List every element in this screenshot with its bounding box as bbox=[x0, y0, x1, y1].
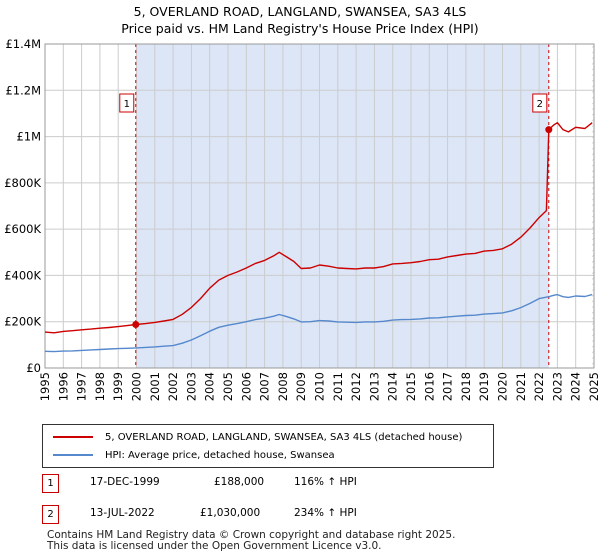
x-tick-label: 2000 bbox=[130, 372, 144, 401]
transaction-price: £1,030,000 bbox=[200, 507, 261, 519]
x-tick-label: 2020 bbox=[496, 372, 510, 401]
legend: 5, OVERLAND ROAD, LANGLAND, SWANSEA, SA3… bbox=[42, 424, 494, 468]
y-tick-label: £1.2M bbox=[5, 83, 41, 97]
sale-label: 1 bbox=[124, 99, 130, 110]
x-tick-label: 1999 bbox=[111, 372, 125, 401]
y-tick-label: £400K bbox=[4, 268, 41, 282]
x-tick-label: 2021 bbox=[514, 372, 528, 401]
x-tick-label: 2009 bbox=[294, 372, 308, 401]
sale-label-box bbox=[119, 93, 135, 113]
y-tick-label: £1M bbox=[16, 130, 41, 144]
legend-swatch-property bbox=[53, 436, 93, 438]
y-tick-label: £800K bbox=[4, 176, 41, 190]
legend-item-hpi: HPI: Average price, detached house, Swan… bbox=[53, 447, 335, 463]
sale-label: 2 bbox=[537, 99, 543, 110]
x-tick-label: 2013 bbox=[367, 372, 381, 401]
transaction-date: 17-DEC-1999 bbox=[90, 476, 160, 488]
transaction-hpi: 234% ↑ HPI bbox=[294, 507, 357, 519]
y-tick-label: £0 bbox=[26, 361, 41, 375]
x-tick-label: 1998 bbox=[93, 372, 107, 401]
chart-title: 5, OVERLAND ROAD, LANGLAND, SWANSEA, SA3… bbox=[133, 4, 467, 19]
ownership-shading bbox=[135, 44, 549, 368]
x-tick-label: 2001 bbox=[148, 372, 162, 401]
legend-label-hpi: HPI: Average price, detached house, Swan… bbox=[105, 449, 335, 461]
sale-label-box bbox=[532, 93, 548, 113]
legend-label-property: 5, OVERLAND ROAD, LANGLAND, SWANSEA, SA3… bbox=[105, 431, 463, 443]
hpi-line bbox=[44, 293, 593, 353]
x-tick-label: 2015 bbox=[404, 372, 418, 401]
price-chart: 1 2 £0 £200K £400K £600K £800K £1M £1.2M £1.4M 199… bbox=[4, 37, 600, 401]
property-price-line bbox=[44, 122, 593, 334]
x-tick-label: 2019 bbox=[477, 372, 491, 401]
x-tick-label: 1996 bbox=[56, 372, 70, 401]
x-tick-label: 1995 bbox=[38, 372, 52, 401]
x-tick-label: 2008 bbox=[276, 372, 290, 401]
sale-point bbox=[132, 320, 140, 328]
x-tick-label: 2012 bbox=[349, 372, 363, 401]
x-tick-label: 2023 bbox=[550, 372, 564, 401]
footer-licence: This data is licensed under the Open Gov… bbox=[47, 540, 382, 552]
forecast-hatch bbox=[592, 44, 594, 368]
x-tick-label: 2010 bbox=[313, 372, 327, 401]
y-tick-label: £200K bbox=[4, 315, 41, 329]
plot-border bbox=[44, 43, 595, 369]
x-tick-label: 2004 bbox=[203, 372, 217, 401]
x-tick-label: 2011 bbox=[331, 372, 345, 401]
x-tick-label: 2025 bbox=[587, 372, 600, 401]
x-tick-label: 2024 bbox=[569, 372, 583, 401]
x-tick-label: 2007 bbox=[258, 372, 272, 401]
transaction-date: 13-JUL-2022 bbox=[90, 507, 155, 519]
transaction-price: £188,000 bbox=[214, 476, 265, 488]
x-tick-label: 2016 bbox=[422, 372, 436, 401]
chart-subtitle: Price paid vs. HM Land Registry's House … bbox=[121, 21, 479, 36]
x-tick-label: 2018 bbox=[459, 372, 473, 401]
x-tick-label: 1997 bbox=[75, 372, 89, 401]
x-tick-label: 2006 bbox=[239, 372, 253, 401]
x-tick-label: 2017 bbox=[441, 372, 455, 401]
x-tick-label: 2022 bbox=[532, 372, 546, 401]
x-tick-label: 2002 bbox=[166, 372, 180, 401]
transaction-badge: 1 bbox=[42, 474, 59, 493]
x-tick-label: 2005 bbox=[221, 372, 235, 401]
x-tick-label: 2003 bbox=[184, 372, 198, 401]
sale-point bbox=[545, 126, 553, 134]
transaction-badge: 2 bbox=[42, 505, 59, 524]
legend-item-property: 5, OVERLAND ROAD, LANGLAND, SWANSEA, SA3… bbox=[53, 429, 462, 445]
footer: Contains HM Land Registry data © Crown c… bbox=[47, 530, 455, 552]
legend-swatch-hpi bbox=[53, 454, 93, 456]
footer-copyright: Contains HM Land Registry data © Crown c… bbox=[47, 529, 456, 541]
y-tick-label: £600K bbox=[4, 222, 41, 236]
x-tick-label: 2014 bbox=[386, 372, 400, 401]
transaction-hpi: 116% ↑ HPI bbox=[294, 476, 357, 488]
y-tick-label: £1.4M bbox=[5, 37, 41, 51]
